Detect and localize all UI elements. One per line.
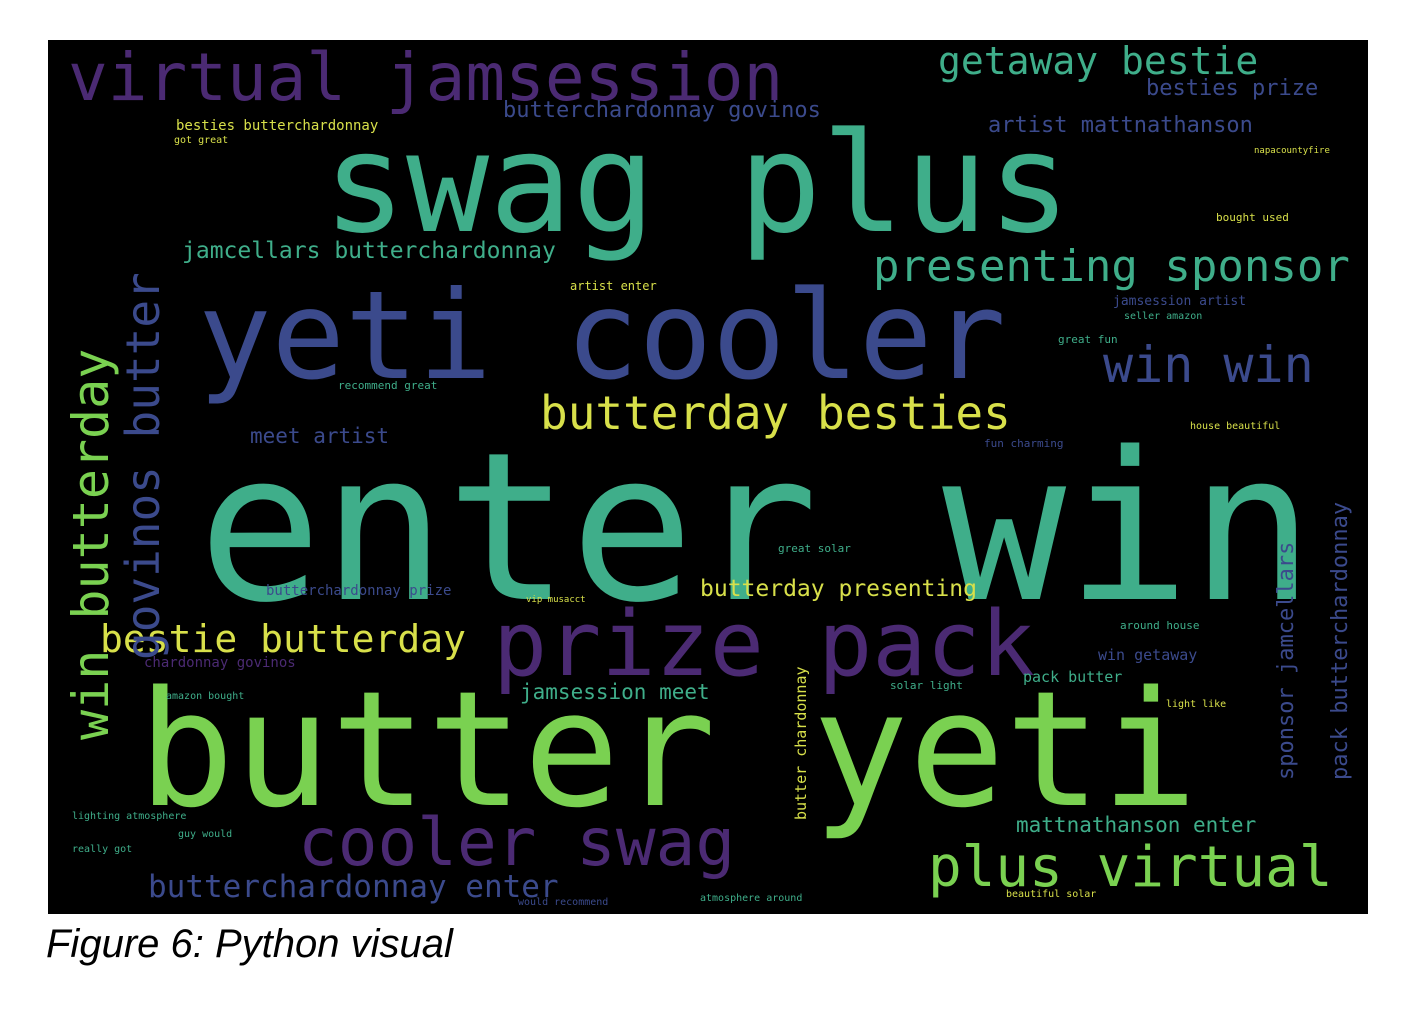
word-prize-pack: prize pack [493,592,1035,697]
figure-caption: Figure 6: Python visual [46,922,453,966]
word-artist-mattnathanson: artist mattnathanson [988,113,1253,138]
word-would-recommend: would recommend [518,897,609,908]
word-lighting-atmosphere: lighting atmosphere [72,811,187,822]
word-sponsor-jamcellars: sponsor jamcellars [1274,541,1299,780]
word-beautiful-solar: beautiful solar [1006,889,1097,900]
word-vip-musacct: vip musacct [526,595,586,605]
word-atmosphere-around: atmosphere around [700,893,803,904]
word-jamsession-artist: jamsession artist [1113,294,1247,309]
word-guy-would: guy would [178,829,233,840]
word-besties-butterchardonnay: besties butterchardonnay [176,118,379,134]
word-yeti-cooler: yeti cooler [198,265,1006,407]
word-cloud-image: enter win butter yeti swag plus yeti coo… [48,40,1368,914]
word-got-great: got great [174,135,229,146]
word-win-getaway: win getaway [1098,646,1198,664]
word-jamsession-meet: jamsession meet [520,680,710,704]
word-win-win: win win [1103,336,1314,394]
word-around-house: around house [1120,619,1200,632]
word-butter-yeti: butter yeti [138,656,1198,843]
word-butterchardonnay-enter: butterchardonnay enter [148,869,559,905]
word-presenting-sponsor: presenting sponsor [873,241,1350,292]
word-meet-artist: meet artist [250,424,390,448]
word-fun-charming: fun charming [984,437,1064,450]
word-butterday-presenting: butterday presenting [700,576,977,602]
word-butter-chardonnay: butter chardonnay [792,666,810,820]
word-really-got: really got [72,844,133,855]
word-napacountyfire: napacountyfire [1254,146,1330,156]
word-besties-prize: besties prize [1146,76,1319,101]
word-butterchardonnay-govinos: butterchardonnay govinos [503,98,821,123]
word-enter-win: enter win [198,408,1315,648]
word-butterchardonnay-prize: butterchardonnay prize [266,583,452,599]
word-great-fun: great fun [1058,333,1118,346]
word-amazon-bought: amazon bought [166,691,245,702]
word-seller-amazon: seller amazon [1124,311,1203,322]
word-swag-plus: swag plus [323,103,1071,264]
word-solar-light: solar light [890,679,963,692]
word-light-like: light like [1166,699,1227,710]
word-plus-virtual: plus virtual [928,835,1333,900]
word-bought-used: bought used [1216,211,1289,224]
word-butterday-besties: butterday besties [540,386,1011,440]
word-getaway-bestie: getaway bestie [938,40,1259,83]
word-recommend-great: recommend great [338,379,438,392]
word-bestie-butterday: bestie butterday [100,617,467,661]
word-mattnathanson-enter: mattnathanson enter [1016,813,1257,837]
word-chardonnay-govinos: chardonnay govinos [144,655,296,671]
word-cooler-swag: cooler swag [298,804,736,881]
word-virtual-jamsession: virtual jamsession [68,40,784,116]
word-win-butterday: win butterday [62,348,120,740]
word-pack-butterchardonnay: pack butterchardonnay [1328,501,1353,780]
word-govinos-butter: govinos butter [116,272,170,660]
word-great-solar: great solar [778,542,851,555]
word-jamcellars-butterchardonnay: jamcellars butterchardonnay [182,238,556,264]
word-pack-butter: pack butter [1023,668,1123,686]
word-house-beautiful: house beautiful [1190,421,1281,432]
word-artist-enter: artist enter [570,279,657,293]
